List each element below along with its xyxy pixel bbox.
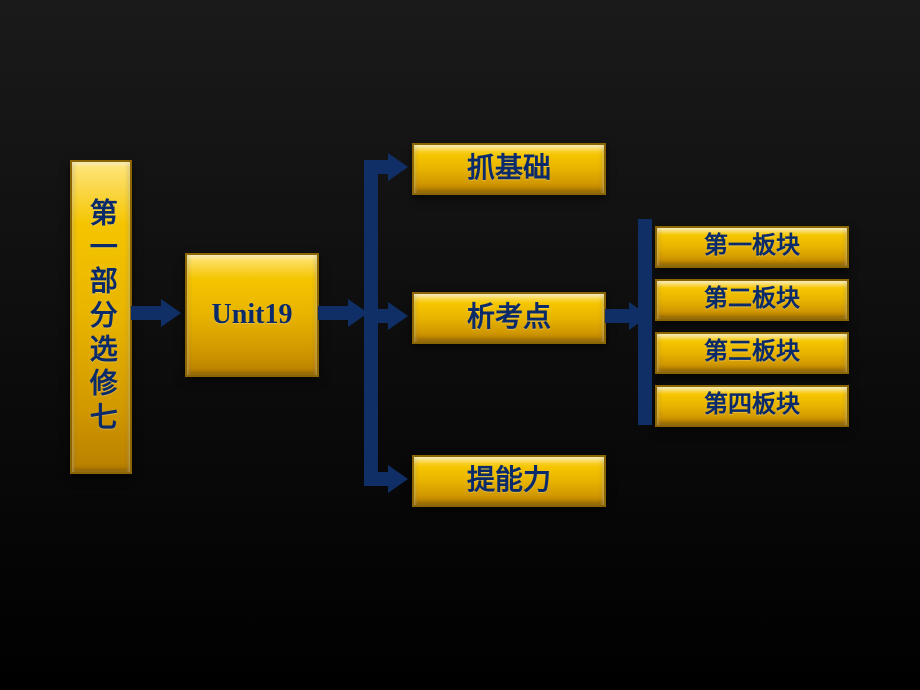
- node-label: 第二板块: [704, 287, 800, 312]
- node-label: 第三板块: [704, 340, 800, 365]
- node-skill[interactable]: 提能力: [412, 455, 606, 507]
- node-label: 第四板块: [704, 393, 800, 418]
- node-exam[interactable]: 析考点: [412, 292, 606, 344]
- node-basics[interactable]: 抓基础: [412, 143, 606, 195]
- node-label: Unit19: [212, 300, 293, 329]
- node-p2[interactable]: 第二板块: [655, 279, 849, 321]
- node-p3[interactable]: 第三板块: [655, 332, 849, 374]
- node-p1[interactable]: 第一板块: [655, 226, 849, 268]
- node-label: 抓基础: [467, 154, 551, 183]
- node-p4[interactable]: 第四板块: [655, 385, 849, 427]
- node-label: 提能力: [467, 466, 551, 495]
- node-label: 第一部分选修七: [86, 198, 115, 436]
- node-label: 析考点: [467, 303, 551, 332]
- node-root[interactable]: 第一部分选修七: [70, 160, 132, 474]
- node-unit[interactable]: Unit19: [185, 253, 319, 377]
- node-label: 第一板块: [704, 234, 800, 259]
